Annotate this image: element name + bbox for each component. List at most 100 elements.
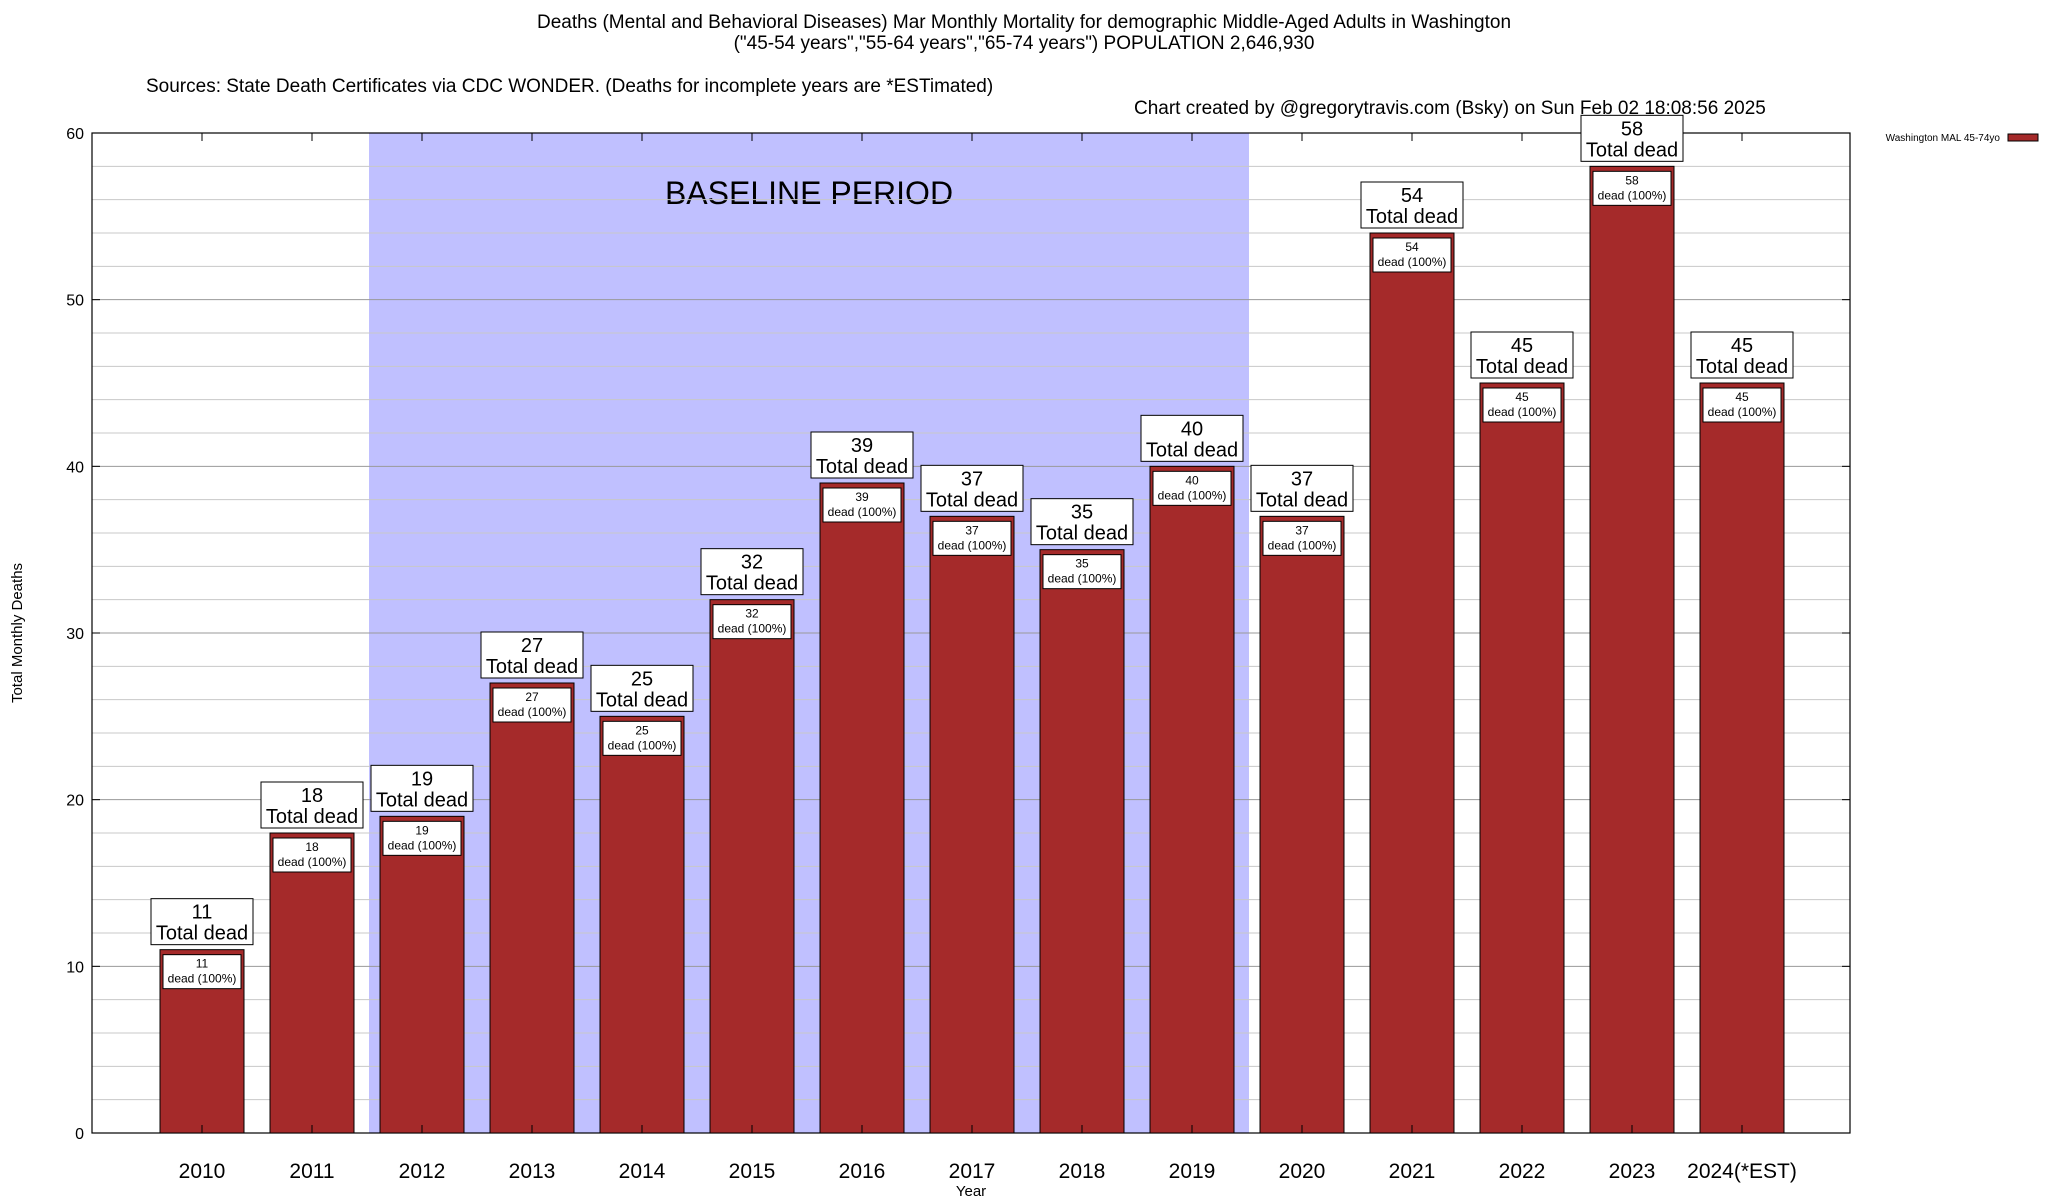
y-tick-label: 20 [66,793,84,810]
inner-value-label: 40 [1185,473,1199,487]
bar [269,832,355,1134]
total-text-label: Total dead [266,806,358,828]
total-text-label: Total dead [1586,139,1678,161]
inner-percent-label: dead (100%) [1048,572,1117,586]
inner-value-label: 35 [1075,557,1089,571]
bar [599,715,685,1134]
total-value-label: 40 [1181,418,1203,440]
inner-value-label: 39 [855,490,869,504]
total-label-box [1470,331,1574,379]
total-value-label: 25 [631,668,653,690]
x-tick-label: 2016 [839,1160,886,1183]
baseline-label: BASELINE PERIOD [665,175,953,211]
inner-label-box [932,520,1012,556]
total-label-box [920,464,1024,512]
y-tick-label: 30 [66,626,84,643]
inner-label-box [602,720,682,756]
total-value-label: 54 [1401,185,1423,207]
total-label-box [260,781,364,829]
bar [819,482,905,1134]
total-label-box [810,431,914,479]
total-text-label: Total dead [926,489,1018,511]
total-value-label: 35 [1071,502,1093,524]
inner-percent-label: dead (100%) [938,538,1007,552]
x-tick-label: 2017 [949,1160,996,1183]
inner-percent-label: dead (100%) [388,838,457,852]
inner-label-box [1592,170,1672,206]
total-text-label: Total dead [706,573,798,595]
total-value-label: 58 [1621,118,1643,140]
total-value-label: 19 [411,768,433,790]
x-tick-label: 2023 [1609,1160,1656,1183]
legend-label: Washington MAL 45-74yo [1886,133,2001,144]
total-text-label: Total dead [1696,356,1788,378]
total-label-box [1030,498,1134,546]
inner-percent-label: dead (100%) [278,855,347,869]
inner-label-box [822,487,902,523]
bar [489,682,575,1134]
total-text-label: Total dead [1036,523,1128,545]
total-label-box [480,631,584,679]
total-text-label: Total dead [1256,489,1348,511]
bar [929,515,1015,1134]
bar [1479,382,1565,1134]
bar [1369,232,1455,1134]
inner-percent-label: dead (100%) [1708,405,1777,419]
total-label-box [1140,414,1244,462]
total-label-box [1360,181,1464,229]
inner-value-label: 19 [415,823,429,837]
y-tick-label: 10 [66,959,84,976]
inner-value-label: 45 [1735,390,1749,404]
total-value-label: 37 [1291,468,1313,490]
credit-text: Chart created by @gregorytravis.com (Bsk… [1134,98,1766,119]
bar [1699,382,1785,1134]
inner-label-box [1262,520,1342,556]
inner-label-box [1042,554,1122,590]
x-tick-label: 2020 [1279,1160,1326,1183]
inner-label-box [1702,387,1782,423]
total-text-label: Total dead [1146,439,1238,461]
y-tick-label: 60 [66,126,84,143]
inner-label-box [382,820,462,856]
inner-label-box [162,954,242,990]
total-label-box [370,764,474,812]
total-value-label: 27 [521,635,543,657]
total-text-label: Total dead [156,923,248,945]
inner-label-box [272,837,352,873]
y-tick-label: 50 [66,293,84,310]
inner-percent-label: dead (100%) [828,505,897,519]
inner-value-label: 37 [965,523,979,537]
total-label-box [1250,464,1354,512]
x-tick-label: 2015 [729,1160,776,1183]
x-tick-label: 2021 [1389,1160,1436,1183]
inner-label-box [492,687,572,723]
total-value-label: 11 [192,902,213,924]
chart-subtitle: ("45-54 years","55-64 years","65-74 year… [733,33,1315,54]
x-axis-title: Year [956,1183,986,1200]
total-text-label: Total dead [1476,356,1568,378]
x-tick-label: 2014 [619,1160,666,1183]
inner-value-label: 58 [1625,173,1639,187]
bar [1149,465,1235,1134]
inner-value-label: 37 [1295,523,1309,537]
inner-value-label: 45 [1515,390,1529,404]
inner-value-label: 11 [196,957,209,971]
total-label-box [1580,114,1684,162]
x-tick-label: 2010 [179,1160,226,1183]
bar [709,599,795,1134]
total-value-label: 32 [741,552,763,574]
inner-percent-label: dead (100%) [1268,538,1337,552]
inner-percent-label: dead (100%) [168,972,237,986]
bar [1259,515,1345,1134]
total-label-box [150,898,254,946]
inner-percent-label: dead (100%) [498,705,567,719]
x-tick-label: 2011 [289,1160,334,1183]
total-text-label: Total dead [816,456,908,478]
total-label-box [700,548,804,596]
x-tick-label: 2013 [509,1160,556,1183]
total-value-label: 39 [851,435,873,457]
inner-value-label: 18 [305,840,319,854]
inner-percent-label: dead (100%) [608,738,677,752]
inner-value-label: 32 [745,607,759,621]
